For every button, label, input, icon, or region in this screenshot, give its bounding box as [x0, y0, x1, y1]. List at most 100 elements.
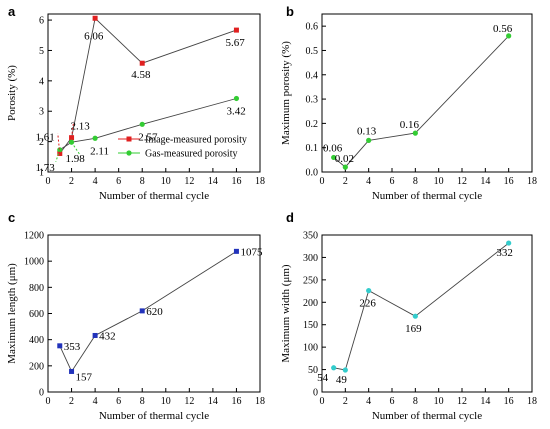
panel-a-x-tick-label-4: 8: [140, 176, 145, 187]
panel-a-x-tick-label-2: 4: [93, 176, 98, 187]
panel-a-series-0-point-3: [139, 60, 145, 66]
panel-c-y-tick-label-5: 1000: [24, 257, 44, 268]
panel-c-x-tick-label-4: 8: [140, 396, 145, 407]
panel-b-y-tick-label-5: 0.5: [306, 46, 319, 57]
panel-a-series-1-data-label-1: 1.98: [66, 153, 86, 165]
panel-d-x-tick-label-1: 2: [343, 396, 348, 407]
panel-c-y-tick-label-3: 600: [29, 309, 44, 320]
panel-b-series-0-line: [333, 35, 510, 168]
panel-d-series-0-point-3: [412, 313, 418, 319]
panel-c-y-tick-label-2: 400: [29, 335, 44, 346]
panel-b-y-tick-label-0: 0.0: [306, 168, 319, 179]
panel-b-series-0-point-2: [366, 137, 372, 143]
panel-b-x-tick-label-6: 12: [457, 176, 467, 187]
panel-a-series-1-point-2: [92, 135, 98, 141]
panel-a-series-1-data-label-3: 2.57: [138, 131, 158, 143]
panel-b-letter: b: [286, 4, 294, 19]
panel-d-series-0-data-label-4: 332: [496, 247, 513, 259]
panel-b-x-tick-label-3: 6: [390, 176, 395, 187]
panel-b-x-tick-label-8: 16: [504, 176, 514, 187]
panel-a-leader-image-1: [71, 121, 75, 138]
panel-b-x-axis-label: Number of thermal cycle: [372, 190, 482, 202]
panel-d-x-tick-label-2: 4: [366, 396, 371, 407]
panel-d-series-0-data-label-1: 49: [336, 374, 348, 386]
panel-c-series-0-data-label-1: 157: [76, 371, 93, 383]
panel-a-legend-label-0: Image-measured porosity: [145, 135, 247, 146]
panel-d-y-tick-label-1: 50: [308, 365, 318, 376]
panel-a-y-axis-label: Porosity (%): [6, 65, 18, 121]
panel-b-x-tick-label-5: 10: [434, 176, 444, 187]
panel-d-x-tick-label-5: 10: [434, 396, 444, 407]
panel-b-x-tick-label-1: 2: [343, 176, 348, 187]
panel-a-series-0-data-label-3: 4.58: [131, 69, 151, 81]
panel-b-series-0-point-4: [506, 33, 512, 39]
panel-d-x-tick-label-4: 8: [413, 396, 418, 407]
panel-c-series-0-data-label-2: 432: [99, 330, 116, 342]
panel-d-x-tick-label-8: 16: [504, 396, 514, 407]
panel-a-series-0-data-label-1: 2.13: [71, 121, 91, 133]
panel-b-series-0-data-label-1: 0.02: [335, 153, 354, 165]
panel-c-x-tick-label-9: 18: [255, 396, 265, 407]
panel-b-x-tick-label-4: 8: [413, 176, 418, 187]
panel-c-series-0-point-2: [92, 332, 98, 338]
panel-d-x-tick-label-9: 18: [527, 396, 537, 407]
panel-a-series-0-data-label-2: 6.06: [84, 30, 104, 42]
panel-c-y-tick-label-6: 1200: [24, 231, 44, 242]
panel-c-x-axis-label: Number of thermal cycle: [99, 410, 209, 422]
panel-d-y-tick-label-5: 250: [303, 275, 318, 286]
panel-b-y-axis-label: Maximum porosity (%): [280, 41, 292, 145]
panel-c-series-0-data-label-4: 1075: [240, 246, 263, 258]
panel-c-x-tick-label-8: 16: [231, 396, 241, 407]
panel-b-y-tick-label-2: 0.2: [306, 119, 319, 130]
panel-c-series-0-point-4: [233, 248, 239, 254]
panel-b-series-0-data-label-0: 0.06: [323, 142, 343, 154]
panel-c-y-tick-label-0: 0: [39, 388, 44, 399]
panel-a-y-tick-label-3: 4: [39, 76, 44, 87]
panel-b-series-0-data-label-2: 0.13: [357, 125, 377, 137]
panel-c-letter: c: [8, 210, 15, 225]
panel-a-letter: a: [8, 4, 16, 19]
panel-a-legend-label-1: Gas-measured porosity: [145, 149, 237, 160]
panel-c-x-tick-label-1: 2: [69, 396, 74, 407]
panel-a-series-1-data-label-0: 1.73: [36, 162, 56, 174]
panel-c-y-axis-label: Maximum length (μm): [6, 263, 18, 364]
panel-d-x-tick-label-3: 6: [390, 396, 395, 407]
panel-b-series-0-point-0: [331, 154, 337, 161]
panel-b-x-tick-label-9: 18: [527, 176, 537, 187]
panel-d-y-tick-label-7: 350: [303, 231, 318, 242]
panel-a-x-tick-label-5: 10: [161, 176, 171, 187]
panel-b-y-tick-label-1: 0.1: [306, 143, 319, 154]
panel-c-series-0-data-label-3: 620: [146, 306, 163, 318]
panel-a-x-tick-label-3: 6: [116, 176, 121, 187]
panel-a-y-tick-label-2: 3: [39, 107, 44, 118]
panel-c-x-tick-label-2: 4: [93, 396, 98, 407]
panel-a-x-tick-label-7: 14: [208, 176, 218, 187]
panel-a-y-tick-label-0: 1: [39, 168, 44, 179]
panel-a-y-tick-label-1: 2: [39, 137, 44, 148]
panel-a-leader-image-0: [57, 133, 61, 154]
panel-b-y-tick-label-4: 0.4: [306, 70, 319, 81]
panel-d-series-0-data-label-3: 169: [405, 323, 422, 335]
panel-d-letter: d: [286, 210, 294, 225]
panel-b-y-tick-label-3: 0.3: [306, 95, 319, 106]
panel-c-series-0-data-label-0: 353: [64, 341, 81, 353]
panel-a-y-tick-label-4: 5: [39, 46, 44, 57]
panel-a-legend-marker-1: [126, 150, 132, 156]
panel-d-y-axis-label: Maximum width (μm): [280, 264, 292, 363]
panel-b-x-tick-label-2: 4: [366, 176, 371, 187]
panel-d-y-tick-label-0: 0: [313, 388, 318, 399]
panel-c-x-tick-label-6: 12: [184, 396, 194, 407]
panel-c-y-tick-label-4: 800: [29, 283, 44, 294]
panel-a-series-1-point-0: [57, 147, 63, 153]
panel-a-y-tick-label-5: 6: [39, 16, 44, 27]
panel-a-x-axis-label: Number of thermal cycle: [99, 190, 209, 202]
panel-a-series-0-data-label-4: 5.67: [225, 37, 245, 49]
panel-a-x-tick-label-6: 12: [184, 176, 194, 187]
panel-b-series-0-point-1: [342, 164, 348, 170]
panel-a-x-tick-label-0: 0: [46, 176, 51, 187]
panel-a-x-tick-label-9: 18: [255, 176, 265, 187]
panel-d-plot-frame: [321, 234, 533, 393]
panel-a-x-tick-label-8: 16: [231, 176, 241, 187]
panel-b-y-tick-label-6: 0.6: [306, 22, 319, 33]
